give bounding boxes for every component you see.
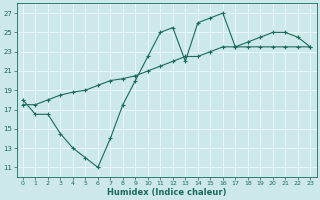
X-axis label: Humidex (Indice chaleur): Humidex (Indice chaleur): [107, 188, 226, 197]
